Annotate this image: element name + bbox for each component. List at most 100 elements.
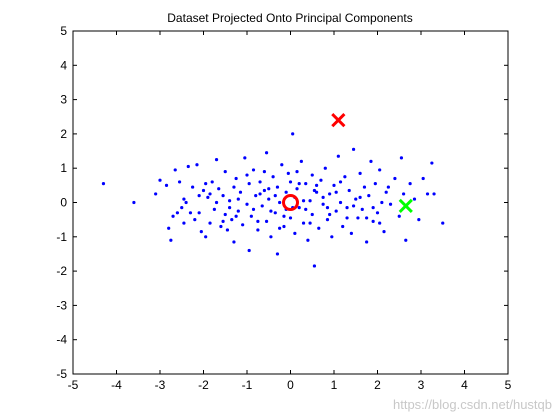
data-point bbox=[325, 218, 330, 222]
data-point bbox=[182, 197, 186, 201]
data-point bbox=[238, 190, 243, 194]
data-point bbox=[177, 180, 182, 184]
data-point bbox=[321, 195, 325, 199]
data-point bbox=[432, 192, 436, 196]
data-point bbox=[208, 221, 212, 225]
data-point bbox=[267, 187, 271, 191]
data-point bbox=[175, 211, 179, 215]
data-point bbox=[330, 235, 334, 239]
data-point bbox=[341, 224, 345, 229]
data-point bbox=[371, 206, 375, 210]
data-point bbox=[275, 185, 280, 189]
data-point bbox=[284, 190, 288, 194]
data-point bbox=[264, 219, 269, 223]
data-point bbox=[310, 212, 314, 217]
data-point bbox=[282, 224, 286, 229]
data-point bbox=[297, 206, 301, 210]
y-tick-label: -1 bbox=[56, 230, 67, 244]
data-point bbox=[295, 187, 299, 191]
x-marker-stroke bbox=[398, 198, 413, 214]
data-point bbox=[241, 223, 245, 227]
data-point bbox=[417, 218, 421, 222]
y-tick-label: 3 bbox=[60, 93, 67, 107]
x-tick-label: -5 bbox=[68, 378, 79, 392]
data-point bbox=[375, 211, 380, 215]
watermark-text: https://blog.csdn.net/hustqb bbox=[393, 397, 552, 412]
data-point bbox=[188, 211, 193, 215]
data-point bbox=[232, 185, 236, 189]
data-point bbox=[201, 188, 206, 193]
data-point bbox=[184, 200, 188, 205]
data-point bbox=[280, 163, 284, 167]
data-point bbox=[388, 202, 393, 206]
data-point bbox=[349, 231, 353, 235]
data-point bbox=[293, 231, 297, 235]
data-point bbox=[332, 183, 336, 187]
data-point bbox=[297, 182, 301, 186]
x-tick-label: -4 bbox=[111, 378, 122, 392]
data-point bbox=[228, 206, 232, 210]
data-point bbox=[358, 171, 362, 175]
data-point bbox=[247, 182, 251, 186]
chart-title: Dataset Projected Onto Principal Compone… bbox=[167, 11, 412, 25]
data-point bbox=[278, 226, 282, 230]
data-point bbox=[371, 219, 375, 223]
data-point bbox=[304, 207, 308, 211]
data-point bbox=[315, 190, 319, 194]
data-point bbox=[210, 180, 214, 184]
data-point bbox=[386, 185, 390, 189]
y-tick-label: -4 bbox=[56, 333, 67, 347]
data-point bbox=[421, 176, 425, 181]
data-points bbox=[101, 113, 445, 268]
data-point bbox=[402, 192, 406, 196]
data-point bbox=[228, 199, 232, 203]
data-point bbox=[182, 221, 186, 225]
data-point bbox=[319, 178, 323, 182]
y-tick-label: -5 bbox=[56, 367, 67, 381]
data-point bbox=[169, 238, 173, 242]
data-point bbox=[256, 228, 260, 232]
data-point bbox=[154, 192, 158, 196]
data-point bbox=[219, 224, 223, 229]
data-point bbox=[360, 207, 364, 211]
data-point bbox=[236, 209, 240, 213]
data-point bbox=[345, 216, 349, 220]
data-point bbox=[362, 185, 367, 189]
data-point bbox=[369, 159, 373, 163]
data-point bbox=[288, 216, 293, 220]
data-point bbox=[249, 214, 253, 218]
data-point bbox=[380, 200, 384, 205]
data-point bbox=[404, 238, 408, 242]
data-point bbox=[204, 235, 208, 239]
data-point bbox=[273, 211, 277, 215]
data-point bbox=[251, 168, 256, 172]
data-point bbox=[217, 187, 221, 191]
data-point bbox=[321, 202, 325, 206]
data-point bbox=[264, 151, 269, 155]
data-point bbox=[328, 212, 332, 217]
data-point bbox=[273, 194, 277, 198]
data-point bbox=[180, 206, 184, 210]
data-point bbox=[325, 206, 330, 210]
data-point bbox=[132, 200, 136, 205]
data-point bbox=[354, 197, 358, 201]
y-tick-label: 1 bbox=[60, 161, 67, 175]
x-tick-label: -2 bbox=[198, 378, 209, 392]
data-point bbox=[312, 188, 317, 193]
data-point bbox=[425, 192, 430, 196]
data-point bbox=[206, 195, 210, 199]
data-point bbox=[343, 175, 347, 179]
data-point bbox=[234, 176, 238, 181]
y-tick-label: 4 bbox=[60, 58, 67, 72]
data-point bbox=[286, 171, 290, 175]
data-point bbox=[278, 200, 282, 205]
data-point bbox=[267, 197, 271, 201]
data-point bbox=[291, 132, 295, 136]
data-point bbox=[365, 216, 369, 220]
data-point bbox=[212, 207, 216, 211]
data-point bbox=[301, 199, 306, 203]
data-point bbox=[225, 228, 230, 232]
data-point bbox=[301, 221, 306, 225]
data-point bbox=[223, 170, 227, 174]
data-point bbox=[295, 170, 299, 174]
